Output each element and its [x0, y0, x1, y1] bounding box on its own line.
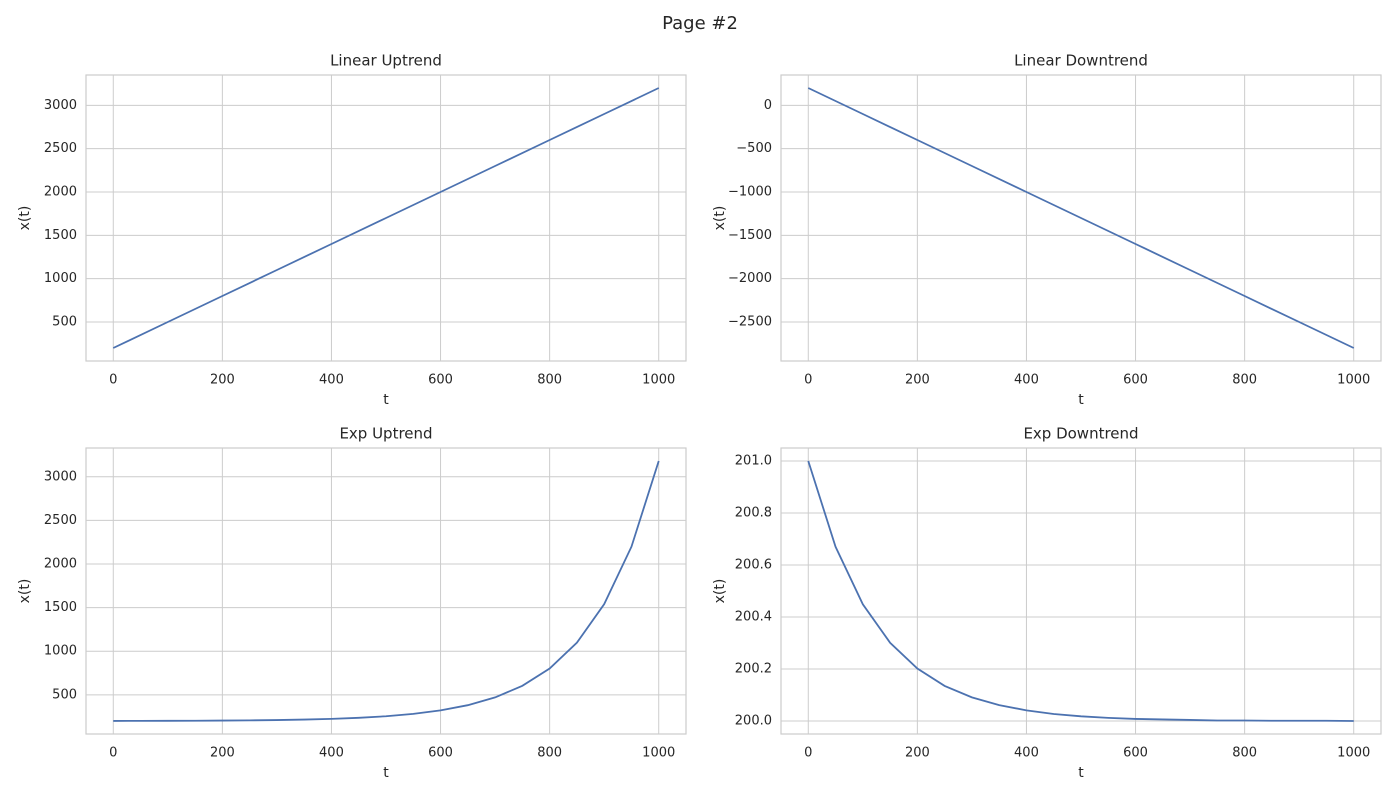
x-tick-label: 200 — [210, 373, 235, 388]
y-axis-label: x(t) — [17, 206, 33, 231]
x-tick-label: 0 — [804, 373, 812, 388]
y-axis-label: x(t) — [712, 579, 728, 604]
x-tick-label: 1000 — [1337, 373, 1370, 388]
y-tick-label: 200.2 — [735, 662, 772, 677]
x-tick-label: 200 — [905, 746, 930, 761]
x-tick-label: 600 — [428, 373, 453, 388]
x-tick-label: 0 — [804, 746, 812, 761]
plot-area — [780, 447, 1382, 735]
x-tick-label: 600 — [1123, 746, 1148, 761]
data-line — [807, 460, 1354, 722]
y-tick-label: 3000 — [44, 98, 77, 113]
figure-title: Page #2 — [662, 13, 738, 34]
y-tick-label: −2000 — [728, 271, 772, 286]
y-tick-label: 200.8 — [735, 506, 772, 521]
x-tick-label: 1000 — [642, 373, 675, 388]
y-tick-label: 2000 — [44, 185, 77, 200]
data-line — [807, 87, 1355, 349]
y-tick-label: 201.0 — [735, 454, 772, 469]
x-tick-label: 800 — [1232, 373, 1257, 388]
x-tick-label: 600 — [1123, 373, 1148, 388]
x-tick-label: 600 — [428, 746, 453, 761]
x-tick-label: 1000 — [642, 746, 675, 761]
x-axis-label: t — [383, 765, 389, 781]
x-tick-label: 400 — [319, 746, 344, 761]
x-axis-label: t — [383, 392, 389, 408]
y-tick-label: 1500 — [44, 228, 77, 243]
x-tick-label: 200 — [905, 373, 930, 388]
y-tick-label: 1500 — [44, 600, 77, 615]
y-tick-label: 1000 — [44, 644, 77, 659]
y-tick-label: 500 — [52, 315, 77, 330]
x-tick-label: 200 — [210, 746, 235, 761]
y-axis-label: x(t) — [712, 206, 728, 231]
x-axis-label: t — [1078, 392, 1084, 408]
x-tick-label: 400 — [1014, 746, 1039, 761]
data-line — [112, 87, 660, 349]
y-tick-label: 500 — [52, 687, 77, 702]
y-tick-label: −1500 — [728, 228, 772, 243]
y-tick-label: 2000 — [44, 557, 77, 572]
y-tick-label: 0 — [764, 98, 772, 113]
y-tick-label: −1000 — [728, 185, 772, 200]
y-tick-label: −500 — [736, 141, 772, 156]
x-tick-label: 800 — [537, 373, 562, 388]
data-line — [113, 460, 660, 722]
x-tick-label: 400 — [1014, 373, 1039, 388]
y-tick-label: 2500 — [44, 513, 77, 528]
chart-title: Linear Uptrend — [330, 52, 442, 70]
x-axis-label: t — [1078, 765, 1084, 781]
y-tick-label: 1000 — [44, 271, 77, 286]
x-tick-label: 0 — [109, 746, 117, 761]
y-tick-label: 3000 — [44, 469, 77, 484]
y-tick-label: 200.6 — [735, 558, 772, 573]
y-axis-label: x(t) — [17, 579, 33, 604]
y-tick-label: 2500 — [44, 141, 77, 156]
y-tick-label: 200.4 — [735, 610, 772, 625]
plot-area — [85, 447, 687, 735]
x-tick-label: 800 — [1232, 746, 1257, 761]
x-tick-label: 1000 — [1337, 746, 1370, 761]
x-tick-label: 400 — [319, 373, 344, 388]
y-tick-label: −2500 — [728, 315, 772, 330]
x-tick-label: 0 — [109, 373, 117, 388]
x-tick-label: 800 — [537, 746, 562, 761]
chart-title: Linear Downtrend — [1014, 52, 1148, 70]
chart-title: Exp Downtrend — [1023, 425, 1138, 443]
chart-title: Exp Uptrend — [339, 425, 432, 443]
y-tick-label: 200.0 — [735, 714, 772, 729]
